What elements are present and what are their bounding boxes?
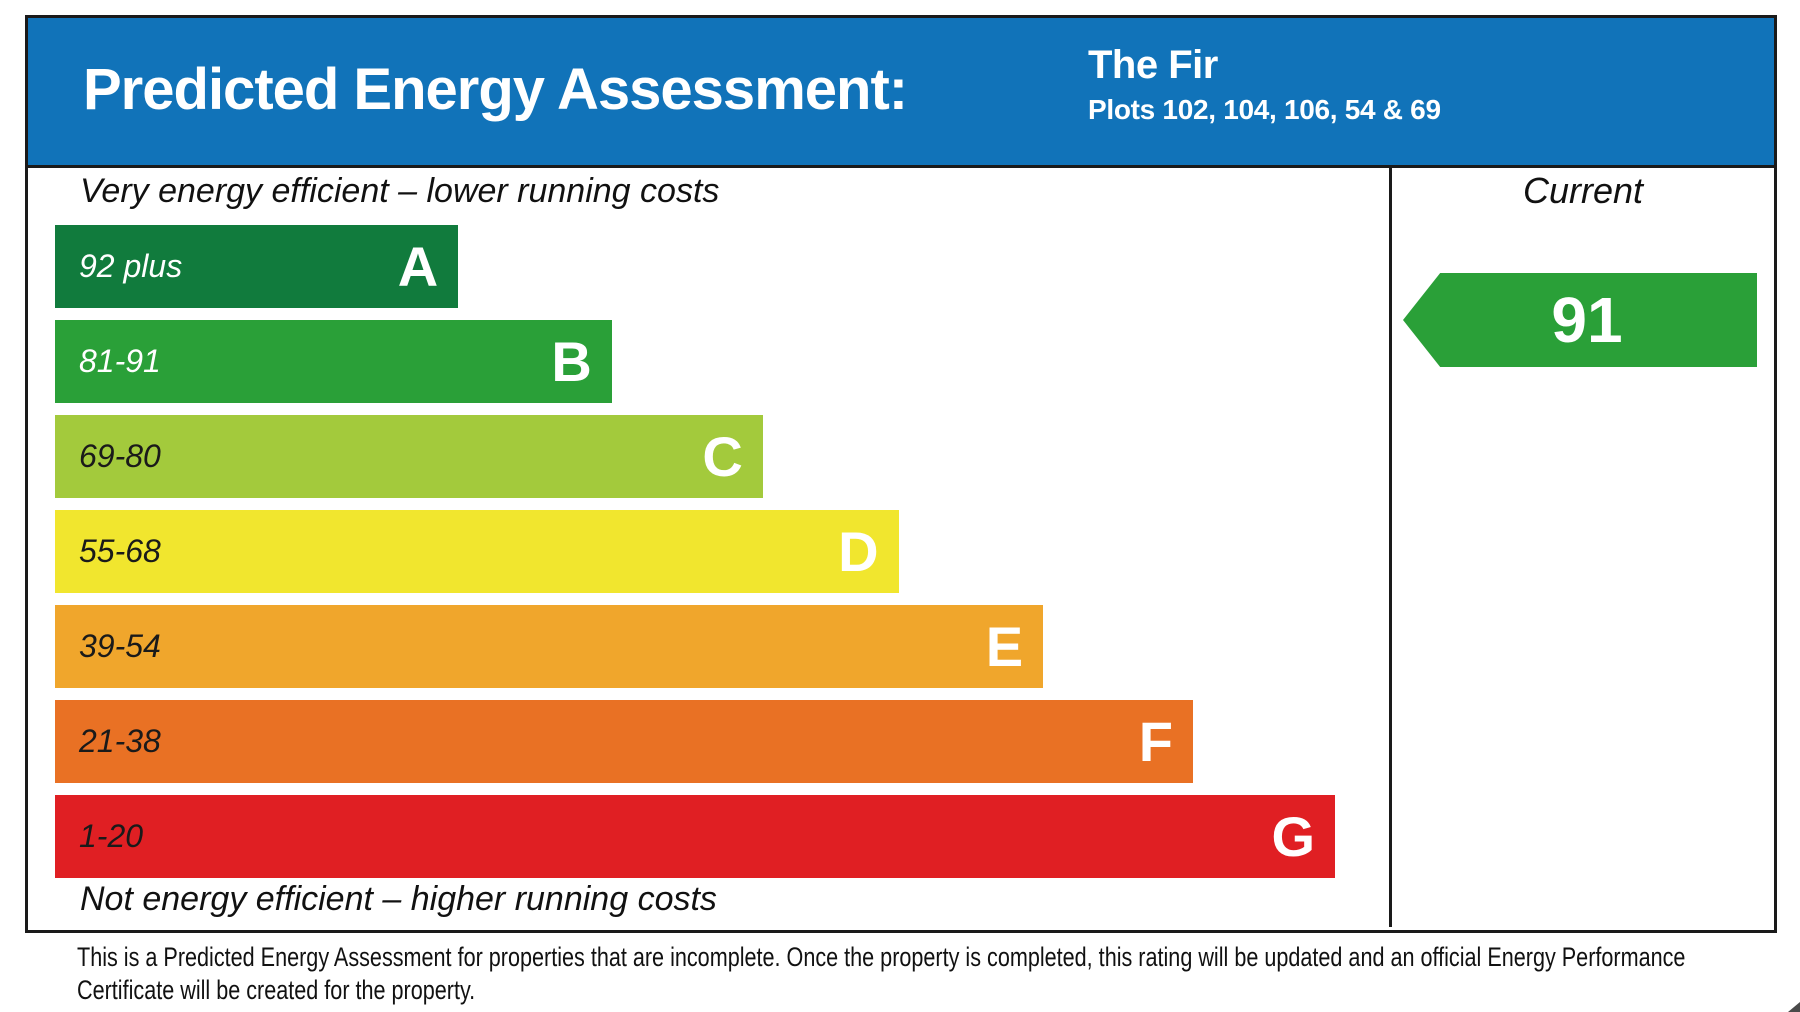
- band-range-label: 81-91: [79, 343, 161, 379]
- chart-body: Very energy efficient – lower running co…: [28, 168, 1774, 927]
- band-letter: A: [397, 235, 439, 298]
- band-range-label: 21-38: [79, 723, 161, 759]
- band-letter: D: [838, 520, 879, 583]
- epc-band-row: 92 plus A: [55, 225, 459, 308]
- top-caption: Very energy efficient – lower running co…: [80, 172, 720, 210]
- epc-frame: Predicted Energy Assessment: The Fir Plo…: [25, 15, 1777, 933]
- property-plots: Plots 102, 104, 106, 54 & 69: [1088, 94, 1441, 125]
- band-letter: C: [702, 425, 743, 488]
- band-range-label: 39-54: [79, 628, 161, 664]
- page-title: Predicted Energy Assessment:: [83, 56, 908, 122]
- band-letter: B: [551, 330, 592, 393]
- header-banner: Predicted Energy Assessment: The Fir Plo…: [28, 18, 1774, 168]
- band-range-label: 92 plus: [79, 248, 183, 284]
- current-column-header: Current: [1522, 170, 1644, 211]
- band-letter: F: [1138, 710, 1173, 773]
- current-rating-arrow: 91: [1403, 273, 1757, 367]
- current-rating-value: 91: [1551, 284, 1623, 356]
- epc-band-row: 81-91 B: [55, 320, 612, 403]
- epc-band-row: 1-20 G: [55, 795, 1335, 878]
- epc-band-row: 55-68 D: [55, 510, 899, 593]
- epc-band-row: 39-54 E: [55, 605, 1044, 688]
- band-letter: G: [1271, 805, 1315, 868]
- bottom-caption: Not energy efficient – higher running co…: [80, 880, 717, 918]
- band-range-label: 1-20: [79, 818, 144, 854]
- current-rating-panel: Current 91: [1392, 168, 1774, 927]
- rating-scale-panel: Very energy efficient – lower running co…: [28, 168, 1392, 927]
- epc-band-row: 21-38 F: [55, 700, 1193, 783]
- epc-bands: 92 plus A 81-91 B 69-80 C 55-68 D 39-54 …: [55, 225, 1335, 878]
- footer-note: This is a Predicted Energy Assessment fo…: [77, 942, 1686, 1005]
- epc-band-row: 69-80 C: [55, 415, 763, 498]
- property-block: The Fir Plots 102, 104, 106, 54 & 69: [1088, 42, 1441, 126]
- property-name: The Fir: [1088, 43, 1218, 87]
- band-range-label: 69-80: [79, 438, 161, 474]
- band-letter: E: [985, 615, 1024, 678]
- band-range-label: 55-68: [79, 533, 161, 569]
- corner-artifact: [1788, 1002, 1800, 1012]
